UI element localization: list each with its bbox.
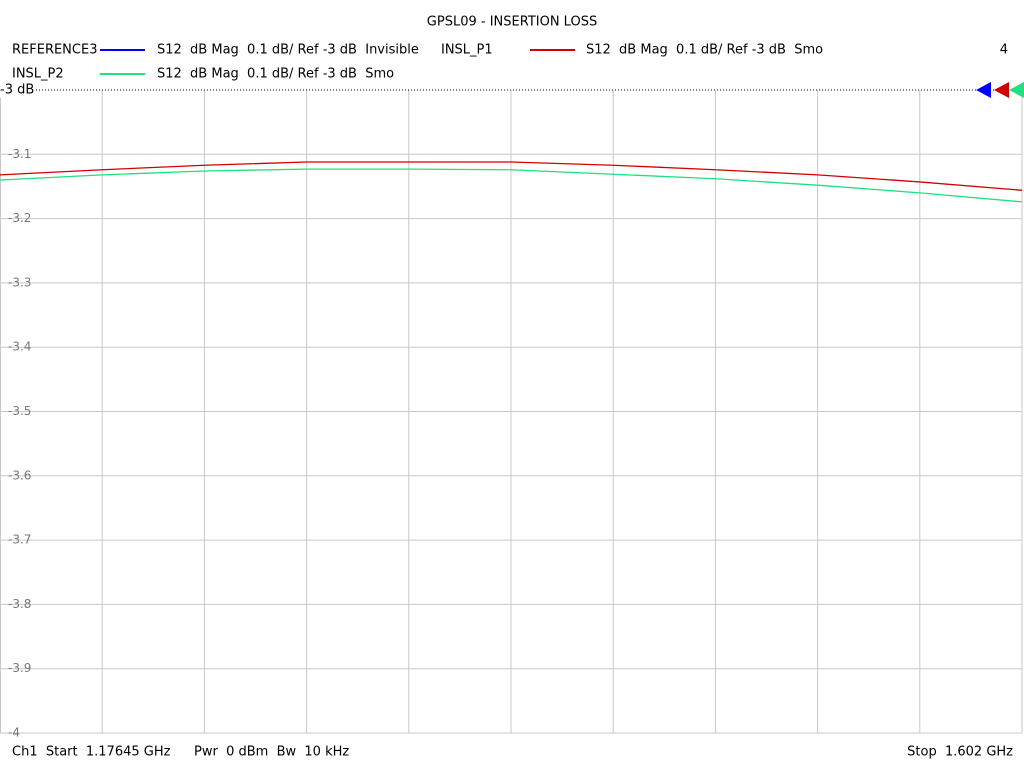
legend-name: REFERENCE3 bbox=[12, 43, 97, 58]
y-tick-label: -3.7 bbox=[8, 533, 31, 547]
y-tick-label: -3.2 bbox=[8, 211, 31, 225]
y-tick-label: -3.9 bbox=[8, 661, 31, 675]
legend-description: S12 dB Mag 0.1 dB/ Ref -3 dB Smo bbox=[586, 43, 823, 58]
y-tick-label: -3.8 bbox=[8, 597, 31, 611]
y-tick-label: -3 dB bbox=[0, 83, 34, 98]
reference-marker bbox=[994, 82, 1009, 98]
window-number: 4 bbox=[1000, 43, 1008, 58]
y-tick-label: -3.3 bbox=[8, 275, 31, 289]
y-tick-label: -3.6 bbox=[8, 468, 31, 482]
footer-power: Pwr 0 dBm Bw 10 kHz bbox=[194, 745, 349, 760]
trace bbox=[0, 161, 1023, 191]
reference-marker bbox=[1009, 82, 1024, 98]
reference-label-bg bbox=[0, 82, 36, 98]
chart-title: GPSL09 - INSERTION LOSS bbox=[427, 15, 597, 30]
legend-name: INSL_P2 bbox=[12, 67, 64, 82]
y-tick-label: -4 bbox=[8, 726, 20, 740]
legend-name: INSL_P1 bbox=[441, 43, 493, 58]
y-tick-label: -3.1 bbox=[8, 147, 31, 161]
reference-marker bbox=[976, 82, 991, 98]
trace bbox=[0, 168, 1023, 203]
y-tick-label: -3.5 bbox=[8, 404, 31, 418]
legend-description: S12 dB Mag 0.1 dB/ Ref -3 dB Invisible bbox=[157, 43, 419, 58]
y-tick-label: -3.4 bbox=[8, 340, 31, 354]
footer-stop: Stop 1.602 GHz bbox=[907, 745, 1013, 760]
footer-start: Ch1 Start 1.17645 GHz bbox=[12, 745, 171, 760]
legend-description: S12 dB Mag 0.1 dB/ Ref -3 dB Smo bbox=[157, 67, 394, 82]
